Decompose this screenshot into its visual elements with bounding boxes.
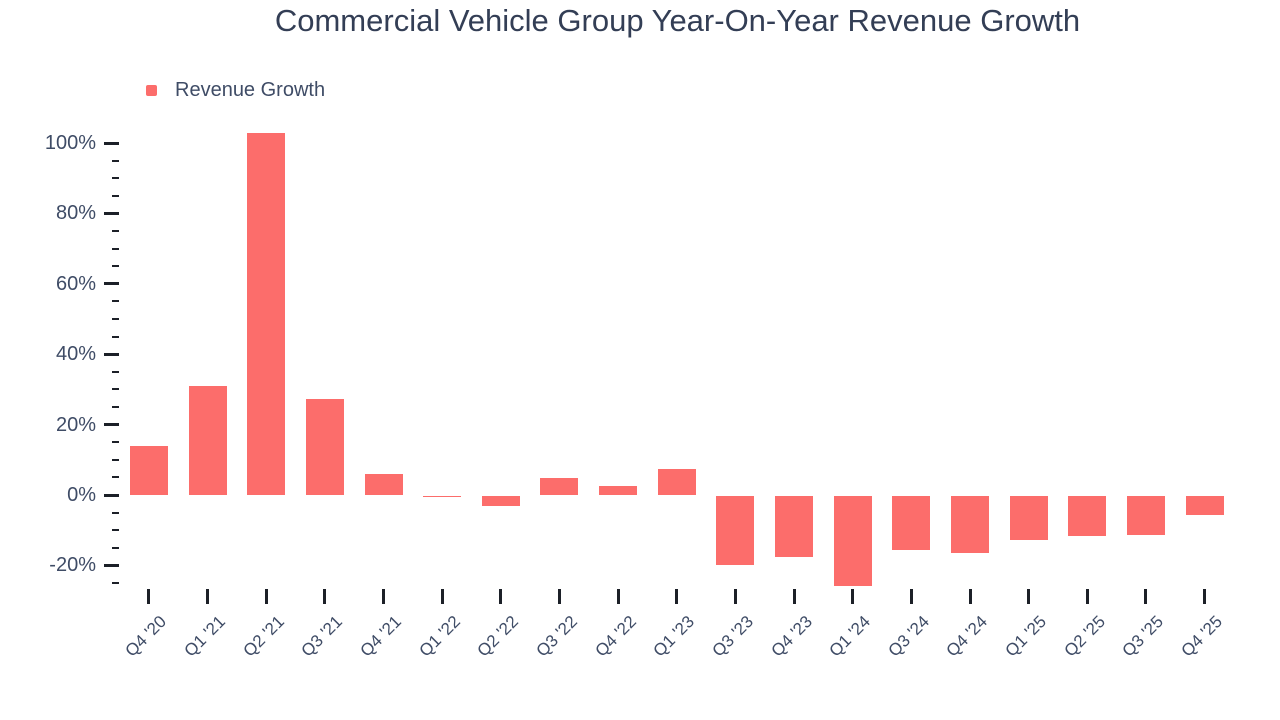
bar-q3-25 — [1126, 496, 1165, 536]
y-axis-minor-tick — [112, 265, 119, 268]
x-axis-tick — [1203, 589, 1207, 604]
y-axis-major-tick — [104, 211, 119, 215]
x-axis-label: Q1 '23 — [649, 612, 699, 661]
x-axis-tick — [264, 589, 268, 604]
y-axis-label: 40% — [55, 343, 96, 366]
bar-q3-23 — [716, 496, 755, 565]
legend-swatch-icon — [146, 85, 157, 96]
bar-q4-24 — [951, 496, 989, 553]
y-axis-minor-tick — [112, 511, 119, 514]
x-axis-label: Q4 '20 — [121, 612, 171, 661]
bar-q3-24 — [892, 496, 931, 551]
x-axis-tick — [675, 589, 679, 604]
bar-q2-22 — [481, 496, 520, 507]
y-axis-minor-tick — [112, 230, 119, 232]
y-axis-label: 60% — [55, 272, 96, 295]
y-axis-major-tick — [104, 141, 119, 145]
x-axis-tick — [323, 589, 327, 604]
x-axis-label: Q1 '24 — [825, 612, 875, 661]
x-axis-label: Q2 '21 — [239, 612, 288, 661]
y-axis-major-tick — [104, 352, 119, 356]
y-axis-label: 80% — [55, 202, 96, 225]
y-axis-major-tick — [104, 493, 119, 497]
bar-q1-25 — [1009, 496, 1048, 541]
x-axis-label: Q3 '22 — [532, 612, 581, 661]
y-axis-minor-tick — [112, 318, 119, 320]
x-axis-tick — [499, 589, 503, 604]
bar-q2-21 — [247, 132, 286, 495]
bar-q4-23 — [775, 496, 814, 558]
y-axis-minor-tick — [112, 458, 119, 461]
bar-q3-21 — [305, 398, 344, 495]
bar-q4-21 — [364, 474, 403, 495]
y-axis-major-tick — [104, 282, 119, 286]
y-axis-major-tick — [104, 423, 119, 427]
y-axis-label: 20% — [55, 413, 96, 436]
bar-q1-22 — [423, 496, 462, 498]
y-axis-label: -20% — [49, 554, 96, 577]
x-axis-tick — [206, 589, 210, 604]
x-axis-label: Q2 '25 — [1060, 612, 1109, 661]
y-axis-minor-tick — [112, 476, 119, 479]
legend-item-revenue-growth[interactable]: Revenue Growth — [146, 79, 325, 102]
bar-q4-22 — [599, 485, 638, 495]
x-axis-tick — [968, 589, 972, 604]
x-axis-tick — [909, 589, 913, 604]
x-axis-tick — [792, 589, 796, 604]
bar-q1-21 — [188, 385, 227, 495]
bar-q3-22 — [540, 478, 579, 495]
y-axis-minor-tick — [112, 177, 119, 180]
x-axis-tick — [382, 589, 385, 604]
bar-q1-24 — [833, 496, 872, 587]
x-axis-label: Q3 '23 — [708, 612, 757, 661]
x-axis-label: Q3 '25 — [1118, 612, 1168, 661]
y-axis-minor-tick — [112, 194, 119, 197]
x-axis-tick — [1027, 589, 1031, 604]
x-axis-label: Q4 '22 — [591, 612, 640, 661]
y-axis-minor-tick — [112, 388, 119, 391]
x-axis-tick — [1144, 589, 1148, 604]
y-axis-minor-tick — [112, 441, 119, 444]
x-axis-tick — [440, 589, 444, 604]
x-axis-tick — [851, 589, 855, 604]
x-axis-label: Q4 '21 — [356, 612, 405, 661]
x-axis-tick — [1085, 589, 1089, 604]
y-axis-label: 100% — [44, 132, 96, 154]
x-axis-tick — [733, 589, 737, 604]
y-axis-minor-tick — [112, 159, 119, 162]
x-axis-label: Q1 '22 — [415, 612, 464, 661]
x-axis-label: Q4 '25 — [1177, 612, 1227, 661]
chart-title: Commercial Vehicle Group Year-On-Year Re… — [274, 3, 1081, 38]
bar-q2-25 — [1068, 496, 1107, 536]
x-axis-label: Q1 '21 — [180, 612, 229, 661]
y-axis-label: 0% — [67, 484, 96, 506]
x-axis-tick — [557, 589, 561, 604]
x-axis-label: Q2 '22 — [473, 612, 523, 661]
x-axis-label: Q1 '25 — [1001, 612, 1051, 661]
bar-q4-20 — [129, 446, 168, 495]
y-axis-minor-tick — [112, 582, 119, 584]
legend-label: Revenue Growth — [175, 79, 326, 101]
bar-q4-25 — [1185, 496, 1224, 515]
x-axis-label: Q3 '24 — [884, 612, 933, 661]
y-axis-minor-tick — [112, 529, 119, 532]
x-axis-label: Q4 '24 — [942, 612, 992, 661]
y-axis-minor-tick — [112, 406, 119, 408]
bar-q1-23 — [657, 468, 696, 495]
x-axis-tick — [616, 589, 620, 604]
x-axis-label: Q3 '21 — [297, 612, 347, 661]
x-axis-label: Q4 '23 — [767, 612, 816, 661]
y-axis-minor-tick — [112, 335, 119, 338]
y-axis-minor-tick — [112, 370, 119, 373]
y-axis-minor-tick — [112, 546, 119, 549]
y-axis-minor-tick — [112, 300, 119, 303]
x-axis-tick — [147, 589, 151, 604]
y-axis-minor-tick — [112, 247, 119, 250]
y-axis-major-tick — [104, 563, 119, 567]
legend: Revenue Growth — [146, 79, 325, 102]
